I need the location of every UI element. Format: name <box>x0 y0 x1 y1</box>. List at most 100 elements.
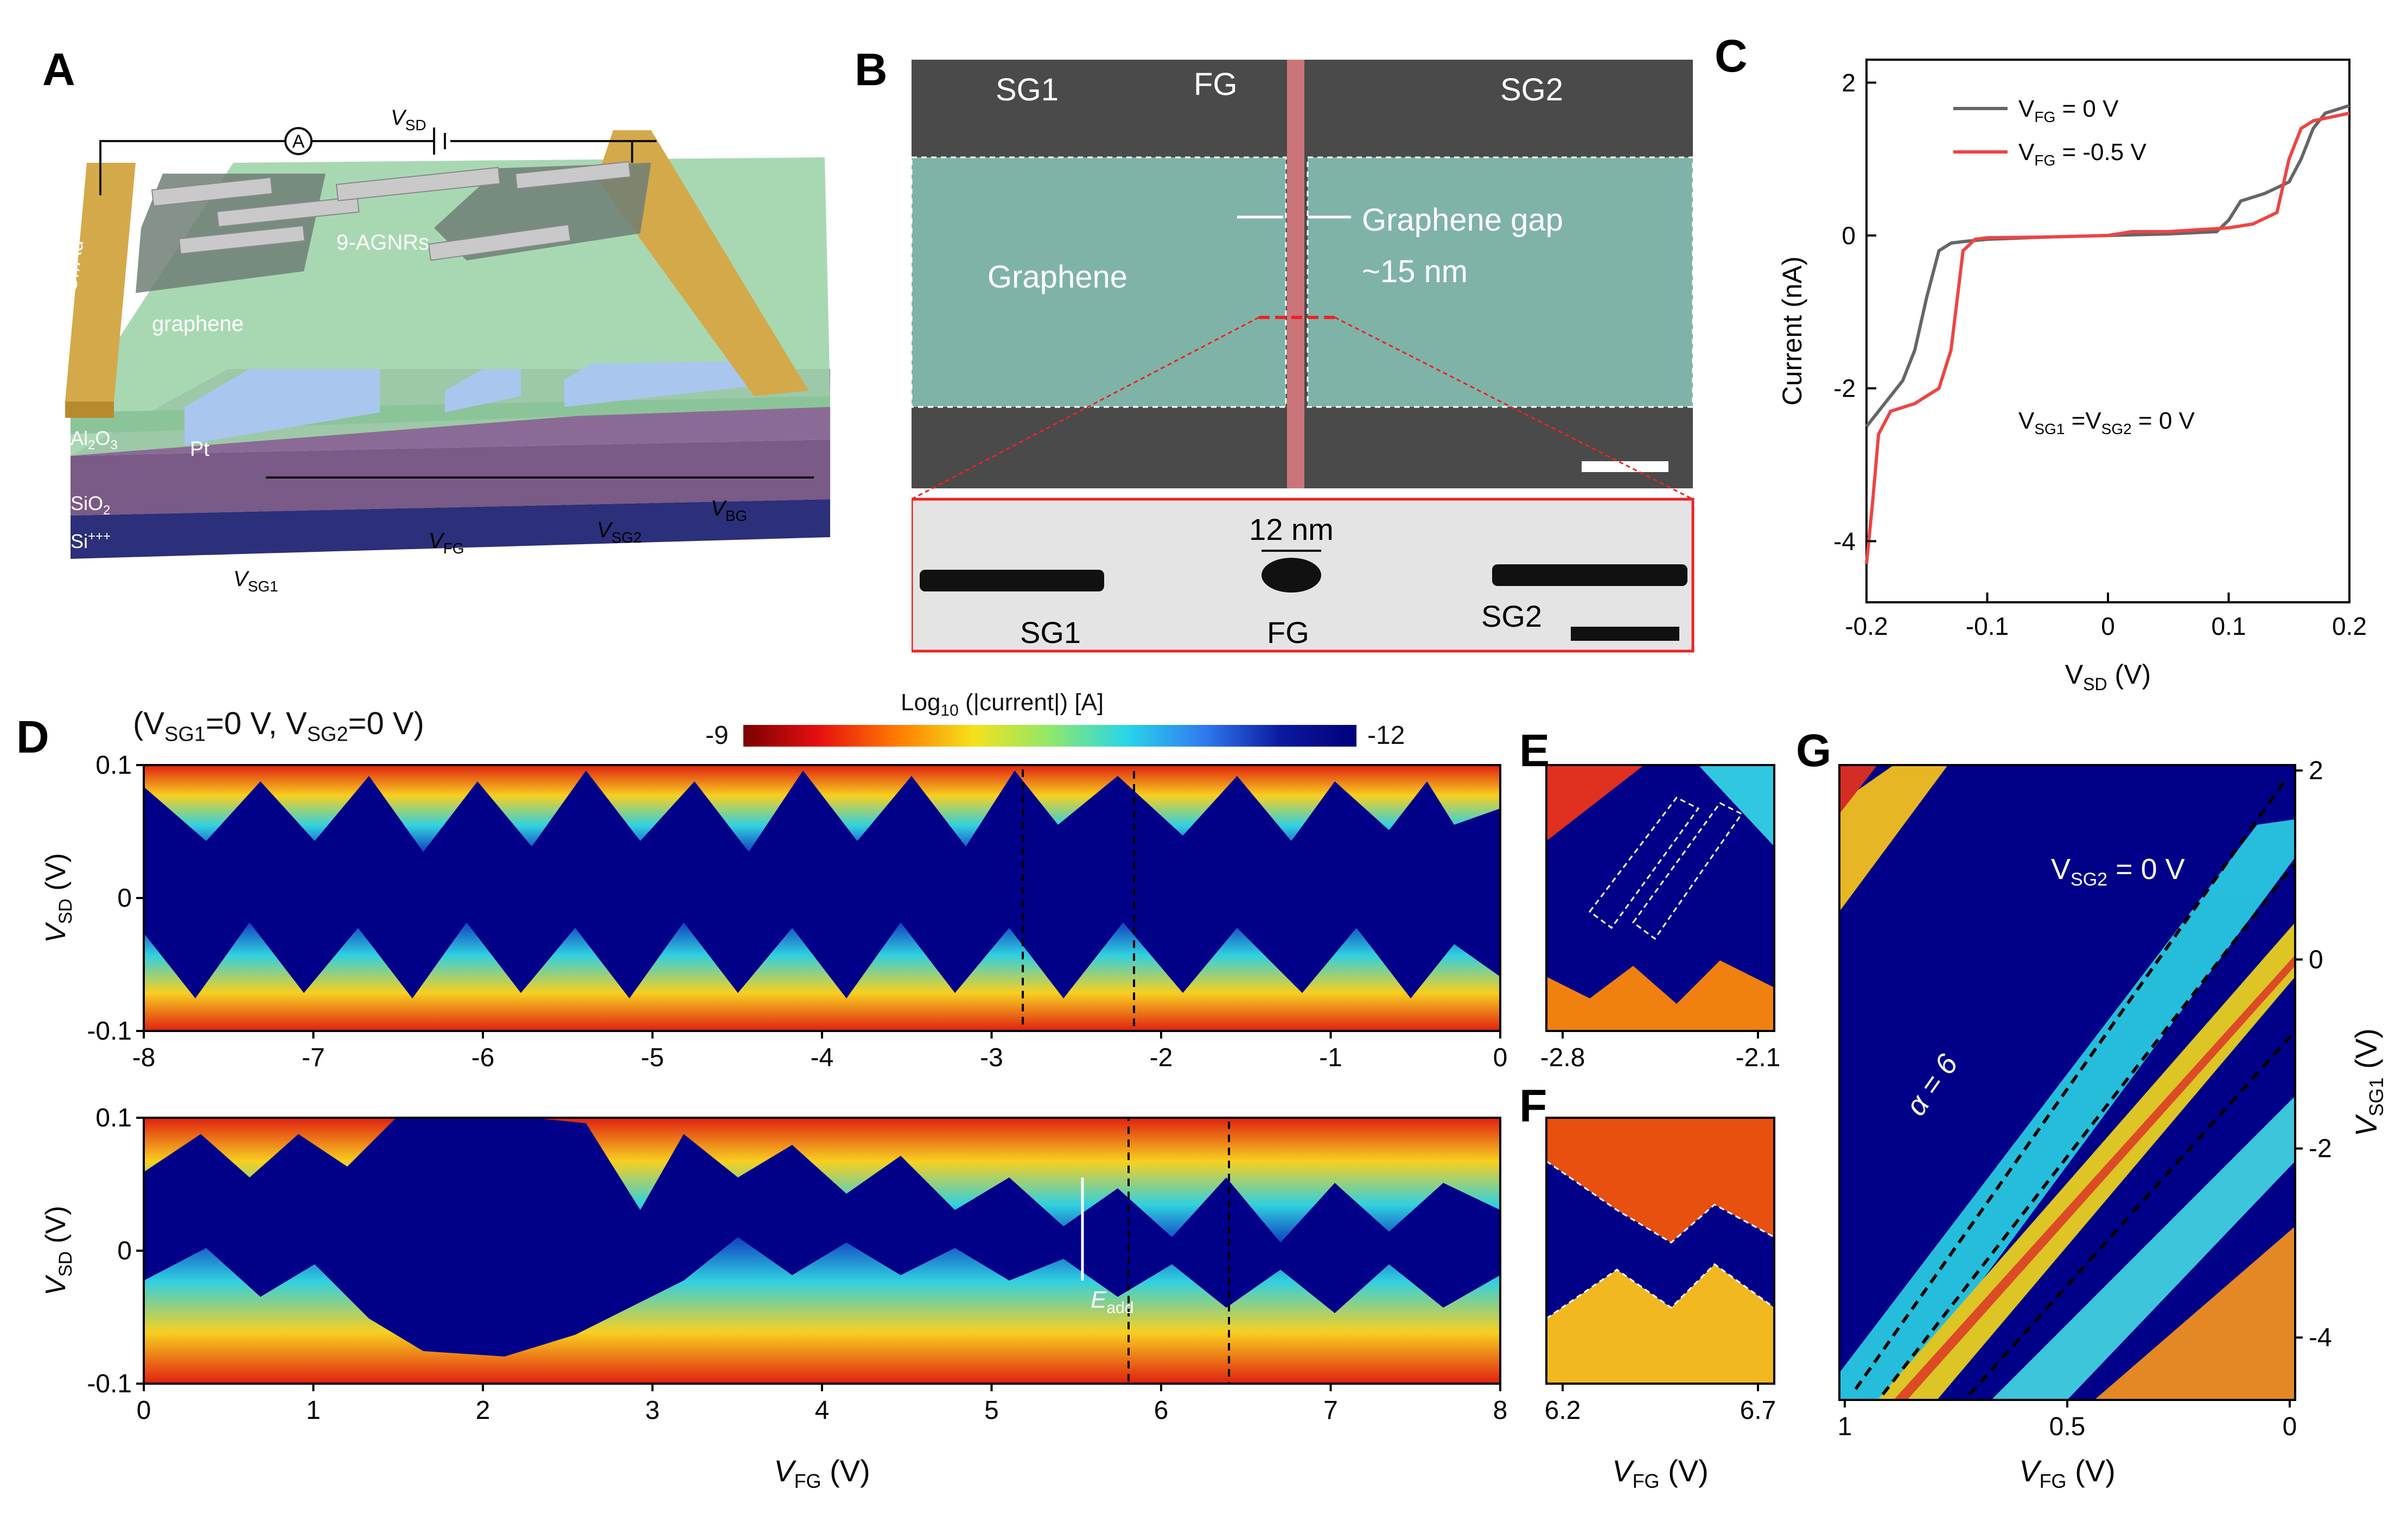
dbot-x-tick-label-6: 6 <box>1154 1396 1169 1425</box>
graphene-right <box>1308 157 1693 407</box>
dbot-x-tick-label-5: 5 <box>984 1396 999 1425</box>
coulomb-diamonds-e <box>1588 797 1743 940</box>
panel-label-e: E <box>1519 725 1550 776</box>
agnr-label: 9-AGNRs <box>336 231 429 254</box>
pt-gate-sg1 <box>184 369 380 445</box>
g-y-tick-label-3: -4 <box>2309 1323 2332 1352</box>
9-agnr-ribbons <box>151 161 631 261</box>
g-ylabel: VSG1 (V) <box>2349 1028 2387 1137</box>
pt-gate-fg <box>445 369 521 412</box>
finger-gate <box>1287 60 1304 488</box>
vbg-label: VBG <box>711 496 747 524</box>
chart-c-xlabel: VSD (V) <box>2065 659 2151 694</box>
sg1-label: SG1 <box>996 72 1059 107</box>
dtop-x-tick-label-2: -6 <box>472 1043 495 1072</box>
legend-label-1: VFG = -0.5 V <box>2018 139 2146 169</box>
vfg-label: VFG <box>429 529 464 557</box>
colorbar-max: -12 <box>1367 721 1405 750</box>
panel-label-f: F <box>1519 1080 1547 1131</box>
fit-line-1 <box>1854 780 2286 1390</box>
dbot-xlabel: VFG (V) <box>774 1454 870 1492</box>
y-tick-label-3: -4 <box>1833 527 1856 555</box>
left-electrode <box>65 163 136 402</box>
dbot-y-tick-label-1: 0 <box>117 1237 132 1265</box>
eadd-label: Eadd <box>1091 1287 1133 1317</box>
dtop-x-tick-label-4: -4 <box>811 1043 834 1072</box>
pt-label: Pt <box>190 438 209 461</box>
x-tick-label-4: 0.2 <box>2332 612 2367 640</box>
inset-sg2-label: SG2 <box>1481 599 1542 633</box>
dtop-y-tick-label-0: 0.1 <box>95 751 132 780</box>
y-tick-label-0: 2 <box>1842 68 1856 97</box>
heatmap-bottom-lower-region <box>144 1237 1500 1384</box>
panel-label-a: A <box>42 44 75 95</box>
panel-d-top-heatmap: -8 -7 -6 -5 -4 -3 -2 -1 0 0.1 0 -0.1 VSD (V) <box>43 751 1508 1072</box>
g-x-tick-label-0: 1 <box>1838 1412 1852 1441</box>
circuit-wires <box>99 128 814 479</box>
e-x-tick-label-1: -2.1 <box>1736 1043 1781 1072</box>
panel-label-g: G <box>1796 725 1832 776</box>
dtop-x-tick-label-0: -8 <box>132 1043 156 1072</box>
dbot-x-tick-label-0: 0 <box>137 1396 151 1425</box>
x-tick-label-0: -0.2 <box>1845 612 1888 640</box>
heatmap-top-lower-region <box>144 922 1500 1031</box>
gap-size-label: ~15 nm <box>1362 254 1468 289</box>
dtop-y-tick-label-2: -0.1 <box>87 1017 132 1046</box>
dbot-x-tick-label-1: 1 <box>306 1396 321 1425</box>
sio2-label: SiO2 <box>71 492 110 518</box>
vsd-label: VSD <box>391 106 426 133</box>
ammeter-label: A <box>292 131 305 152</box>
g-annotation: VSG2 = 0 V <box>2051 853 2185 890</box>
g-x-tick-label-2: 0 <box>2283 1412 2297 1441</box>
gate-coupling-stripes <box>1839 765 2295 1400</box>
colorbar-label: Log10 (|current|) [A] <box>901 689 1104 719</box>
dbot-x-tick-label-2: 2 <box>476 1396 490 1425</box>
scale-bar-white <box>1582 461 1668 472</box>
inset-fg <box>1262 558 1321 593</box>
x-tick-label-1: -0.1 <box>1966 612 2009 640</box>
sg2-label: SG2 <box>1500 72 1563 107</box>
dtop-ylabel: VSD (V) <box>43 853 76 943</box>
graphene-left <box>912 157 1286 407</box>
dbot-y-tick-label-2: -0.1 <box>87 1370 132 1398</box>
zoom-box-f <box>1127 1117 1230 1385</box>
dtop-x-tick-label-8: 0 <box>1493 1043 1508 1072</box>
panel-c-iv-chart: -0.2 -0.1 0 0.1 0.2 2 0 -2 -4 VFG = 0 V VFG = -0… <box>1777 59 2367 694</box>
panel-g-heatmap: VSG2 = 0 V α = 6 1 0.5 020-2-4 VFG (V) VSG… <box>1838 756 2387 1492</box>
x-tick-label-3: 0.1 <box>2212 612 2246 640</box>
chart-c-annotation: VSG1 =VSG2 = 0 V <box>2018 407 2195 437</box>
pt-gate-sg2 <box>564 361 760 407</box>
dtop-x-tick-label-3: -5 <box>641 1043 664 1072</box>
panel-e-zoom: -2.8 -2.1 <box>1540 764 1781 1072</box>
f-x-tick-label-1: 6.7 <box>1740 1396 1776 1425</box>
f-x-tick-label-0: 6.2 <box>1545 1396 1581 1425</box>
y-tick-label-1: 0 <box>1842 221 1856 250</box>
x-tick-label-2: 0 <box>2101 612 2115 640</box>
f-xlabel: VFG (V) <box>1612 1454 1709 1492</box>
dtop-x-tick-label-6: -2 <box>1150 1043 1173 1072</box>
colorbar <box>743 725 1356 747</box>
si-layer <box>71 499 830 559</box>
panel-b-sem-image: SG1 FG SG2 Graphene Graphene gap ~15 nm … <box>912 60 1694 653</box>
g-y-tick-label-2: -2 <box>2309 1135 2332 1163</box>
panel-d-condition: (VSG1=0 V, VSG2=0 V) <box>133 706 424 746</box>
zoom-box-e <box>1022 764 1135 1032</box>
dbot-x-tick-label-8: 8 <box>1493 1396 1508 1425</box>
panel-label-c: C <box>1715 30 1748 81</box>
inset-sg1-label: SG1 <box>1020 615 1081 649</box>
legend-label-0: VFG = 0 V <box>2018 95 2119 125</box>
dtop-x-tick-label-7: -1 <box>1319 1043 1342 1072</box>
graphene-region-label: Graphene <box>988 259 1127 295</box>
colorbar-min: -9 <box>705 721 729 750</box>
dbot-x-tick-label-3: 3 <box>645 1396 660 1425</box>
dtop-x-tick-label-1: -7 <box>302 1043 325 1072</box>
dbot-x-tick-label-4: 4 <box>815 1396 830 1425</box>
panel-label-b: B <box>855 44 888 95</box>
chart-c-ylabel: Current (nA) <box>1777 256 1807 405</box>
g-x-tick-label-1: 0.5 <box>2049 1412 2086 1441</box>
right-electrode <box>597 130 808 396</box>
inset-width-label: 12 nm <box>1249 512 1334 546</box>
panel-a-device-schematic: A VSD Cr/Au 9-AGNRs graphene Al2O3 Pt Si… <box>58 106 830 595</box>
panel-label-d: D <box>16 711 49 762</box>
